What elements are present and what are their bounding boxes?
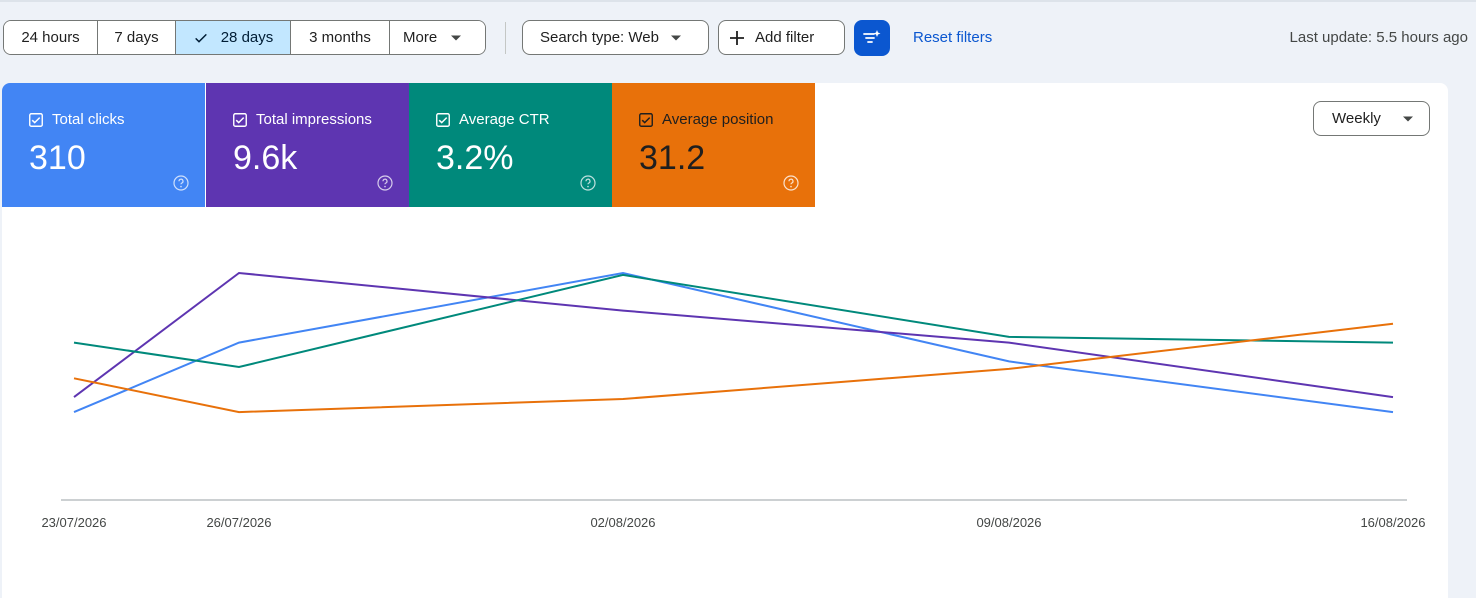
add-filter-label: Add filter [755, 29, 815, 46]
add-filter-button[interactable]: Add filter [718, 20, 845, 55]
series-line-average-position [73, 322, 1394, 414]
x-tick-label: 23/07/2026 [41, 515, 106, 530]
checkbox-checked-icon[interactable] [29, 112, 43, 127]
checkbox-checked-icon[interactable] [436, 112, 450, 127]
checkbox-checked-icon[interactable] [639, 112, 653, 127]
x-tick-labels: 23/07/2026 26/07/2026 02/08/2026 09/08/2026… [41, 515, 1425, 530]
range-7-days-button[interactable]: 7 days [98, 21, 176, 54]
metric-header: Average position [639, 111, 773, 128]
metric-value: 31.2 [639, 139, 706, 177]
metric-label: Total clicks [52, 111, 125, 128]
range-3-months-button[interactable]: 3 months [291, 21, 390, 54]
metric-header: Total clicks [29, 111, 125, 128]
filter-toolbar: 24 hours 7 days 28 days 3 months More Se… [0, 20, 1476, 56]
help-icon[interactable] [783, 175, 799, 191]
caret-down-icon [451, 35, 462, 41]
help-icon[interactable] [580, 175, 596, 191]
metric-value: 3.2% [436, 139, 514, 177]
search-type-label: Search type: Web [540, 29, 659, 46]
check-icon [193, 30, 209, 46]
metric-value: 9.6k [233, 139, 298, 177]
range-label: 3 months [309, 29, 371, 46]
metric-header: Total impressions [233, 111, 372, 128]
date-range-selector: 24 hours 7 days 28 days 3 months More [3, 20, 486, 55]
metric-header: Average CTR [436, 111, 550, 128]
series-line-average-ctr [73, 273, 1394, 369]
x-tick-label: 09/08/2026 [976, 515, 1041, 530]
metric-total-clicks[interactable]: Total clicks 310 [2, 83, 205, 207]
series-line-total-impressions [73, 271, 1394, 399]
series-line-total-clicks [73, 271, 1394, 414]
x-tick-label: 16/08/2026 [1360, 515, 1425, 530]
checkbox-checked-icon[interactable] [233, 112, 247, 127]
metric-label: Total impressions [256, 111, 372, 128]
metric-average-ctr[interactable]: Average CTR 3.2% [409, 83, 612, 207]
metric-label: Average position [662, 111, 774, 128]
range-label: 28 days [220, 29, 274, 46]
metric-total-impressions[interactable]: Total impressions 9.6k [206, 83, 409, 207]
x-tick-label: 02/08/2026 [590, 515, 655, 530]
metric-value: 310 [29, 139, 86, 177]
help-icon[interactable] [173, 175, 189, 191]
range-label: 7 days [114, 29, 159, 46]
last-update-text: Last update: 5.5 hours ago [1289, 29, 1468, 46]
toolbar-divider [505, 22, 506, 54]
caret-down-icon [1402, 116, 1413, 122]
top-divider [0, 0, 1476, 2]
range-label: 24 hours [21, 29, 80, 46]
metric-average-position[interactable]: Average position 31.2 [612, 83, 815, 207]
smart-filter-button[interactable] [854, 20, 890, 56]
caret-down-icon [670, 35, 681, 41]
reset-filters-link[interactable]: Reset filters [913, 29, 993, 46]
range-28-days-button[interactable]: 28 days [176, 21, 291, 54]
performance-line-chart: 23/07/2026 26/07/2026 02/08/2026 09/08/2026… [41, 271, 1426, 530]
plus-icon [729, 30, 745, 46]
granularity-dropdown[interactable]: Weekly [1313, 101, 1430, 136]
x-tick-label: 26/07/2026 [206, 515, 271, 530]
help-icon[interactable] [377, 175, 393, 191]
performance-card: Total clicks 310 Total impressions 9.6k … [2, 83, 1448, 598]
filter-sparkle-icon [862, 28, 882, 48]
range-24-hours-button[interactable]: 24 hours [4, 21, 98, 54]
series-lines [73, 271, 1394, 414]
search-type-dropdown[interactable]: Search type: Web [522, 20, 709, 55]
granularity-label: Weekly [1332, 110, 1381, 127]
range-label: More [403, 29, 438, 46]
range-more-button[interactable]: More [390, 21, 485, 54]
metric-label: Average CTR [459, 111, 550, 128]
